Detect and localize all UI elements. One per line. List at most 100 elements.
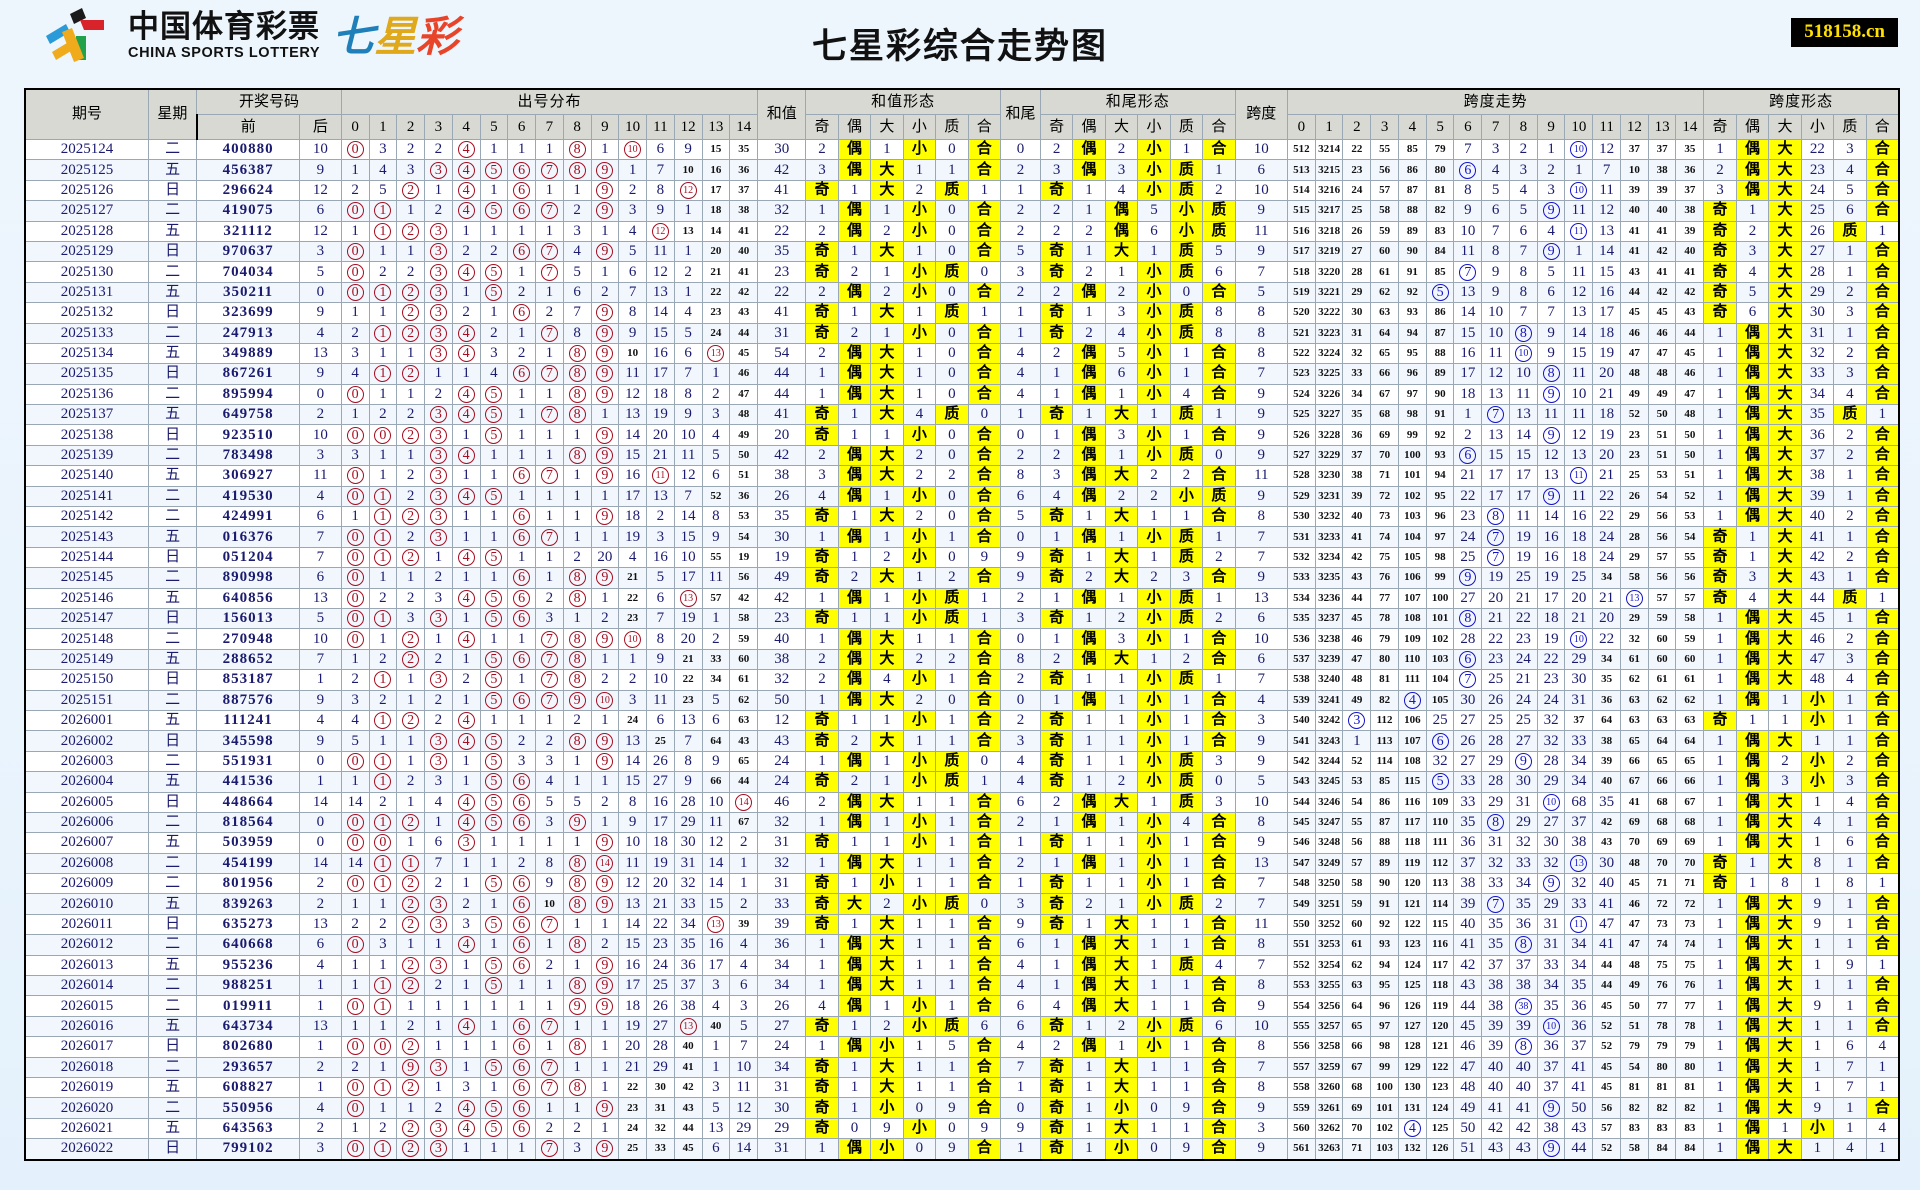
cell-span-trend-14: 45 [1675,342,1705,365]
cell-span-trend-13: 81 [1647,1076,1677,1099]
cell-tail-shape-0: 2 [1039,342,1074,365]
cell-dist-12: 43 [673,1097,703,1119]
cell-span-trend-14: 60 [1675,648,1705,671]
cell-week: 五 [148,1117,198,1140]
cell-dist-13: 64 [701,730,731,752]
cell-dist-3: 3 [424,302,453,324]
cell-span-trend-12: 13 [1619,587,1649,609]
cell-sum: 29 [757,1117,807,1140]
cell-span-trend-4: 118 [1397,832,1427,854]
cell-span-trend-12: 48 [1619,852,1649,875]
cell-span-trend-3: 74 [1370,526,1399,548]
cell-span-trend-5: 100 [1425,587,1455,609]
cell-dist-14: 48 [729,404,759,426]
cell-span-trend-1: 3246 [1314,791,1344,813]
hit-marker: 8 [568,161,586,179]
cell-span-trend-8: 5 [1508,200,1538,222]
cell-dist-14: 19 [729,546,759,569]
cell-dist-5: 1 [479,444,509,467]
cell-dist-11: 5 [646,567,675,589]
cell-span-shape-4: 1 [1833,975,1867,997]
hit-marker: 0 [346,283,364,301]
cell-draw-back: 0 [298,750,342,773]
cell-tail-shape-3: 小 [1137,587,1171,609]
hit-marker: 9 [596,875,614,893]
hit-marker: 4 [457,161,475,179]
cell-tail-shape-3: 1 [1137,240,1171,263]
header-dist-col-4: 4 [451,114,481,140]
cell-span-shape-3: 1 [1800,954,1835,977]
cell-span-trend-10: 1 [1564,159,1594,181]
cell-dist-10: 20 [618,1036,648,1058]
cell-span-trend-0: 526 [1286,424,1316,446]
cell-span-trend-10: 11 [1564,465,1594,487]
cell-sum-tail: 0 [1000,138,1041,161]
cell-dist-6: 6 [507,159,537,181]
cell-span-shape-0: 奇 [1703,546,1737,569]
hit-marker: 6 [513,1119,531,1137]
cell-dist-4: 2 [451,302,481,324]
cell-span-shape-5: 合 [1865,526,1900,548]
cell-span-shape-5: 合 [1865,689,1900,711]
cell-dist-10: 22 [618,587,648,609]
cell-draw-back: 0 [298,383,342,406]
hit-marker: 6 [513,956,531,974]
hit-marker: 1 [402,854,420,872]
cell-span-shape-1: 偶 [1735,1036,1770,1058]
cell-tail-shape-0: 1 [1039,363,1074,385]
cell-span-trend-8: 8 [1508,281,1538,304]
cell-sum-tail: 8 [1000,465,1041,487]
cell-dist-1: 1 [368,485,398,508]
cell-sum-shape-2: 1 [870,832,904,854]
cell-dist-7: 7 [535,913,564,936]
table-row: 2026019 五 608827 1 0 1 2 1 3 1 6 7 8 1 22 30 42 3 11 31 奇 1 大 1… [24,1076,1900,1099]
cell-tail-shape-5: 1 [1202,526,1236,548]
cell-span-trend-8: 42 [1508,1117,1538,1140]
cell-span-trend-11: 35 [1592,791,1621,813]
cell-issue: 2026007 [24,832,150,854]
cell-span-shape-0: 1 [1703,1076,1737,1099]
cell-tail-shape-3: 1 [1137,1076,1171,1099]
cell-span-shape-0: 1 [1703,485,1737,508]
cell-dist-7: 7 [535,465,564,487]
cell-sum-shape-4: 质 [935,587,969,609]
cell-span-trend-9: 9 [1536,1138,1566,1161]
cell-span-trend-7: 26 [1481,689,1510,711]
cell-sum-shape-2: 大 [870,240,904,263]
cell-issue: 2026012 [24,934,150,956]
hit-marker: 8 [568,977,586,995]
cell-sum-shape-3: 小 [902,995,937,1017]
cell-dist-1: 1 [368,444,398,467]
cell-tail-shape-4: 2 [1169,465,1204,487]
cell-span-trend-11: 35 [1592,669,1621,691]
cell-span-trend-3: 101 [1370,1097,1399,1119]
cell-sum-tail: 1 [1000,873,1041,895]
hit-marker: 2 [402,895,420,913]
cell-dist-10: 3 [618,689,648,711]
cell-span-shape-0: 奇 [1703,526,1737,548]
cell-span-trend-8: 21 [1508,669,1538,691]
cell-sum: 32 [757,200,807,222]
hit-marker: 10 [624,141,642,159]
cell-week: 日 [148,607,198,630]
cell-dist-1: 1 [368,1076,398,1099]
cell-span-trend-2: 33 [1342,363,1372,385]
cell-span-trend-2: 35 [1342,404,1372,426]
table-row: 2025142 二 424991 6 1 1 2 3 1 1 6 1 1 9 18 2 14 8 53 35 奇 1 大 2 0… [24,506,1900,528]
cell-dist-14: 43 [729,730,759,752]
cell-span: 13 [1234,852,1288,875]
cell-span-shape-5: 合 [1865,607,1900,630]
cell-span-trend-2: 32 [1342,342,1372,365]
cell-dist-9: 9 [590,873,620,895]
cell-sum-shape-3: 小 [902,750,937,773]
cell-tail-shape-3: 1 [1137,934,1171,956]
table-row: 2026021 五 643563 2 1 2 2 3 4 5 6 2 2 1 24 32 44 13 29 29 奇 0 9… [24,1117,1900,1140]
table-row: 2025131 五 350211 0 0 1 2 3 1 5 2 1 6 2 7 13 1 22 42 22 2 偶 2 小 0… [24,281,1900,304]
cell-span-trend-10: 11 [1564,261,1594,283]
cell-sum-shape-2: 1 [870,261,904,283]
cell-sum-shape-1: 1 [837,607,872,630]
cell-sum: 43 [757,730,807,752]
cell-tail-shape-1: 1 [1072,1015,1106,1038]
cell-span-trend-8: 17 [1508,465,1538,487]
cell-dist-4: 1 [451,995,481,1017]
